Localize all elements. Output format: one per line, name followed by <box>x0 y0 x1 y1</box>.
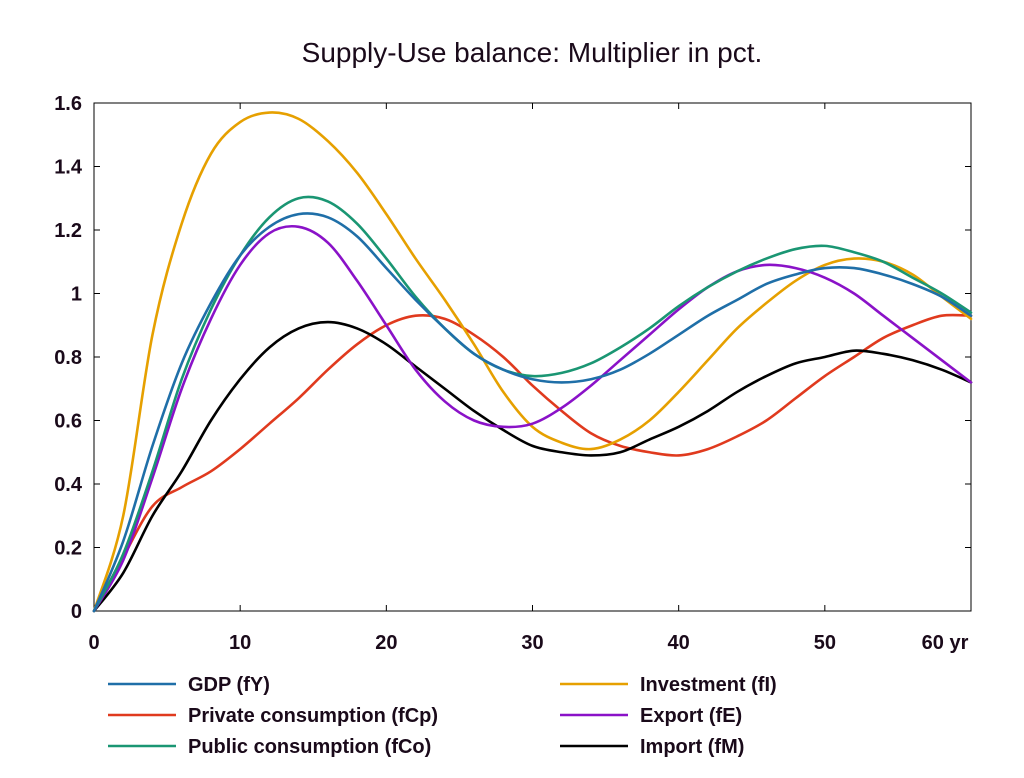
y-tick-label: 0.2 <box>54 538 82 560</box>
x-tick-label: 0 <box>88 632 99 654</box>
x-tick-label: 20 <box>375 632 397 654</box>
y-tick-label: 1 <box>71 284 82 306</box>
x-tick-label: 10 <box>229 632 251 654</box>
y-tick-label: 0 <box>71 601 82 623</box>
x-tick-label: 60 yr <box>922 632 969 654</box>
x-tick-label: 50 <box>814 632 836 654</box>
plot-frame <box>93 102 972 612</box>
legend-label-private-consumption-fcp: Private consumption (fCp) <box>188 705 438 727</box>
series-line-investment-fi <box>92 111 973 613</box>
y-tick-label: 1.4 <box>54 157 83 179</box>
y-tick-label: 0.4 <box>54 474 83 496</box>
y-tick-label: 0.6 <box>54 411 82 433</box>
series-line-import-fm <box>92 320 973 613</box>
y-tick-label: 0.8 <box>54 347 82 369</box>
chart-title: Supply-Use balance: Multiplier in pct. <box>302 37 763 68</box>
y-tick-label: 1.2 <box>54 220 82 242</box>
series-line-public-consumption-fco <box>92 195 973 613</box>
series-lines <box>92 111 973 613</box>
legend-label-public-consumption-fco: Public consumption (fCo) <box>188 736 431 758</box>
series-line-gdp-fy <box>92 212 973 613</box>
series-line-private-consumption-fcp <box>92 313 973 613</box>
legend-label-gdp-fy: GDP (fY) <box>188 674 270 696</box>
legend: GDP (fY) Investment (fI) Private consumpti… <box>108 674 777 758</box>
legend-label-export-fe: Export (fE) <box>640 705 742 727</box>
x-tick-label: 30 <box>521 632 543 654</box>
legend-label-investment-fi: Investment (fI) <box>640 674 777 696</box>
axes: 0 0.2 0.4 0.6 0.8 1 1.2 1.4 1.6 0 10 20 30 40 50 60 yr <box>54 93 972 654</box>
legend-label-import-fm: Import (fM) <box>640 736 744 758</box>
y-tick-label: 1.6 <box>54 93 82 115</box>
x-tick-label: 40 <box>668 632 690 654</box>
series-line-export-fe <box>92 224 973 613</box>
